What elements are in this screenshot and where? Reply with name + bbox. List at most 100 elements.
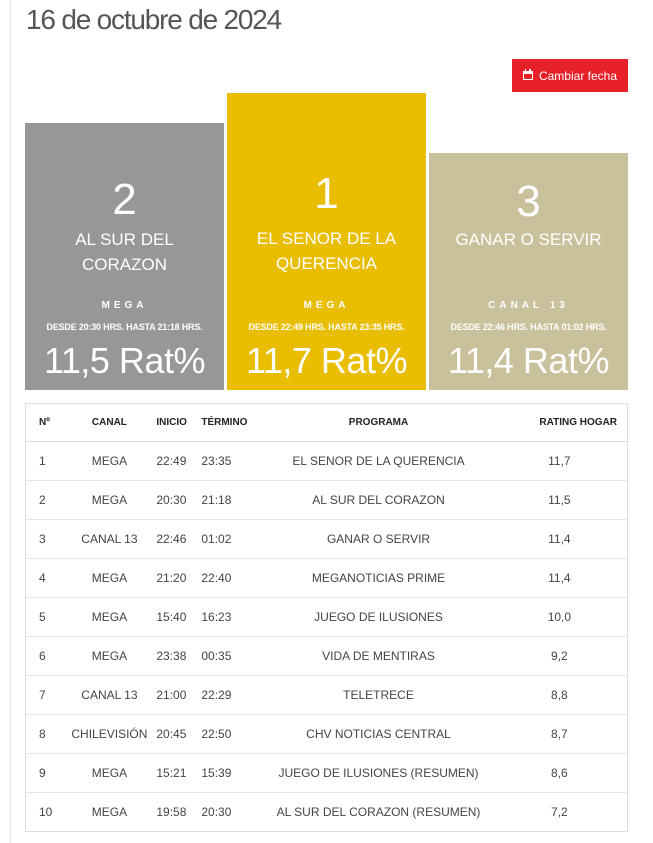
podium-program: EL SENOR DE LA QUERENCIA [256, 229, 397, 273]
cell-number: 5 [25, 597, 63, 637]
podium-rank: 3 [516, 177, 541, 226]
cell-number: 8 [25, 714, 63, 754]
cell-number: 6 [25, 636, 63, 676]
table-row: 3 CANAL 13 22:46 01:02 GANAR O SERVIR 11,4 [25, 519, 628, 559]
cell-start: 23:38 [156, 636, 196, 676]
podium-channel: CANAL 13 [488, 300, 569, 311]
column-header-start: INICIO [156, 403, 196, 442]
podium-channel: MEGA [303, 300, 350, 311]
cell-rating: 11,4 [491, 558, 628, 598]
cell-end: 22:40 [195, 558, 266, 598]
cell-end: 23:35 [195, 441, 266, 481]
cell-program: JUEGO DE ILUSIONES (RESUMEN) [265, 753, 492, 793]
cell-number: 10 [25, 792, 63, 832]
column-header-rating: RATING HOGAR [491, 403, 628, 442]
cell-end: 22:50 [195, 714, 266, 754]
podium-time-range: DESDE 20:30 HRS. HASTA 21:18 HRS. [46, 322, 203, 332]
cell-number: 1 [25, 441, 63, 481]
podium-program: AL SUR DEL CORAZON [75, 230, 174, 274]
podium-rating: 11,7 Rat% [246, 340, 407, 381]
cell-channel: CANAL 13 [62, 675, 157, 715]
table-row: 4 MEGA 21:20 22:40 MEGANOTICIAS PRIME 11,4 [25, 558, 628, 598]
cell-start: 21:00 [156, 675, 196, 715]
cell-program: EL SENOR DE LA QUERENCIA [265, 441, 492, 481]
table-row: 1 MEGA 22:49 23:35 EL SENOR DE LA QUERENCIA 1… [25, 441, 628, 481]
cell-program: AL SUR DEL CORAZON (RESUMEN) [265, 792, 492, 832]
cell-channel: MEGA [62, 792, 157, 832]
cell-rating: 7,2 [491, 792, 628, 832]
cell-end: 22:29 [195, 675, 266, 715]
cell-end: 21:18 [195, 480, 266, 520]
podium-rank: 2 [112, 175, 137, 224]
ratings-table: Nº CANAL INICIO TÉRMINO PROGRAMA RATING … [25, 403, 628, 832]
cell-rating: 8,6 [491, 753, 628, 793]
cell-end: 00:35 [195, 636, 266, 676]
cell-program: AL SUR DEL CORAZON [265, 480, 492, 520]
cell-rating: 11,4 [491, 519, 628, 559]
cell-number: 4 [25, 558, 63, 598]
cell-end: 01:02 [195, 519, 266, 559]
cell-channel: CHILEVISIÓN [62, 714, 157, 754]
cell-start: 15:21 [156, 753, 196, 793]
cell-rating: 11,7 [491, 441, 628, 481]
page-left-border [10, 0, 11, 843]
cell-channel: MEGA [62, 558, 157, 598]
podium-rating: 11,5 Rat% [44, 340, 205, 381]
table-row: 9 MEGA 15:21 15:39 JUEGO DE ILUSIONES (RESUM… [25, 753, 628, 793]
cell-end: 15:39 [195, 753, 266, 793]
podium-rating: 11,4 Rat% [448, 340, 609, 381]
column-header-end: TÉRMINO [195, 403, 266, 442]
change-date-label: Cambiar fecha [538, 68, 618, 83]
cell-program: GANAR O SERVIR [265, 519, 492, 559]
table-row: 6 MEGA 23:38 00:35 VIDA DE MENTIRAS 9,2 [25, 636, 628, 676]
cell-start: 19:58 [156, 792, 196, 832]
cell-start: 22:46 [156, 519, 196, 559]
table-row: 10 MEGA 19:58 20:30 AL SUR DEL CORAZON (RESU… [25, 792, 628, 832]
cell-number: 2 [25, 480, 63, 520]
cell-start: 21:20 [156, 558, 196, 598]
cell-program: MEGANOTICIAS PRIME [265, 558, 492, 598]
podium-program: GANAR O SERVIR [455, 230, 602, 249]
cell-number: 9 [25, 753, 63, 793]
podium-time-range: DESDE 22:46 HRS. HASTA 01:02 HRS. [450, 322, 607, 332]
cell-rating: 9,2 [491, 636, 628, 676]
cell-end: 16:23 [195, 597, 266, 637]
cell-start: 20:45 [156, 714, 196, 754]
column-header-number: Nº [25, 403, 63, 442]
cell-channel: MEGA [62, 597, 157, 637]
podium-channel: MEGA [101, 300, 148, 311]
change-date-button[interactable]: Cambiar fecha [512, 59, 628, 92]
table-row: 8 CHILEVISIÓN 20:45 22:50 CHV NOTICIAS CENTR… [25, 714, 628, 754]
podium-time-range: DESDE 22:49 HRS. HASTA 23:35 HRS. [248, 322, 405, 332]
calendar-icon [522, 69, 533, 80]
cell-program: CHV NOTICIAS CENTRAL [265, 714, 492, 754]
cell-channel: MEGA [62, 753, 157, 793]
cell-channel: CANAL 13 [62, 519, 157, 559]
cell-rating: 11,5 [491, 480, 628, 520]
cell-number: 3 [25, 519, 63, 559]
cell-start: 20:30 [156, 480, 196, 520]
cell-start: 15:40 [156, 597, 196, 637]
table-header-row: Nº CANAL INICIO TÉRMINO PROGRAMA RATING … [25, 403, 628, 442]
cell-rating: 10,0 [491, 597, 628, 637]
cell-rating: 8,7 [491, 714, 628, 754]
cell-channel: MEGA [62, 636, 157, 676]
table-row: 5 MEGA 15:40 16:23 JUEGO DE ILUSIONES 10,0 [25, 597, 628, 637]
podium-second-place: 2 AL SUR DEL CORAZON MEGA DESDE 20:30 HR… [25, 123, 224, 390]
podium-third-place: 3 GANAR O SERVIR CANAL 13 DESDE 22:46 HR… [429, 153, 628, 390]
table-row: 7 CANAL 13 21:00 22:29 TELETRECE 8,8 [25, 675, 628, 715]
column-header-channel: CANAL [62, 403, 157, 442]
cell-number: 7 [25, 675, 63, 715]
podium-rank: 1 [314, 169, 339, 218]
page-title: 16 de octubre de 2024 [26, 4, 282, 35]
cell-program: JUEGO DE ILUSIONES [265, 597, 492, 637]
cell-start: 22:49 [156, 441, 196, 481]
cell-rating: 8,8 [491, 675, 628, 715]
cell-program: TELETRECE [265, 675, 492, 715]
podium-first-place: 1 EL SENOR DE LA QUERENCIA MEGA DESDE 22… [227, 93, 426, 390]
cell-program: VIDA DE MENTIRAS [265, 636, 492, 676]
cell-channel: MEGA [62, 441, 157, 481]
column-header-program: PROGRAMA [265, 403, 492, 442]
table-row: 2 MEGA 20:30 21:18 AL SUR DEL CORAZON 11,5 [25, 480, 628, 520]
cell-end: 20:30 [195, 792, 266, 832]
